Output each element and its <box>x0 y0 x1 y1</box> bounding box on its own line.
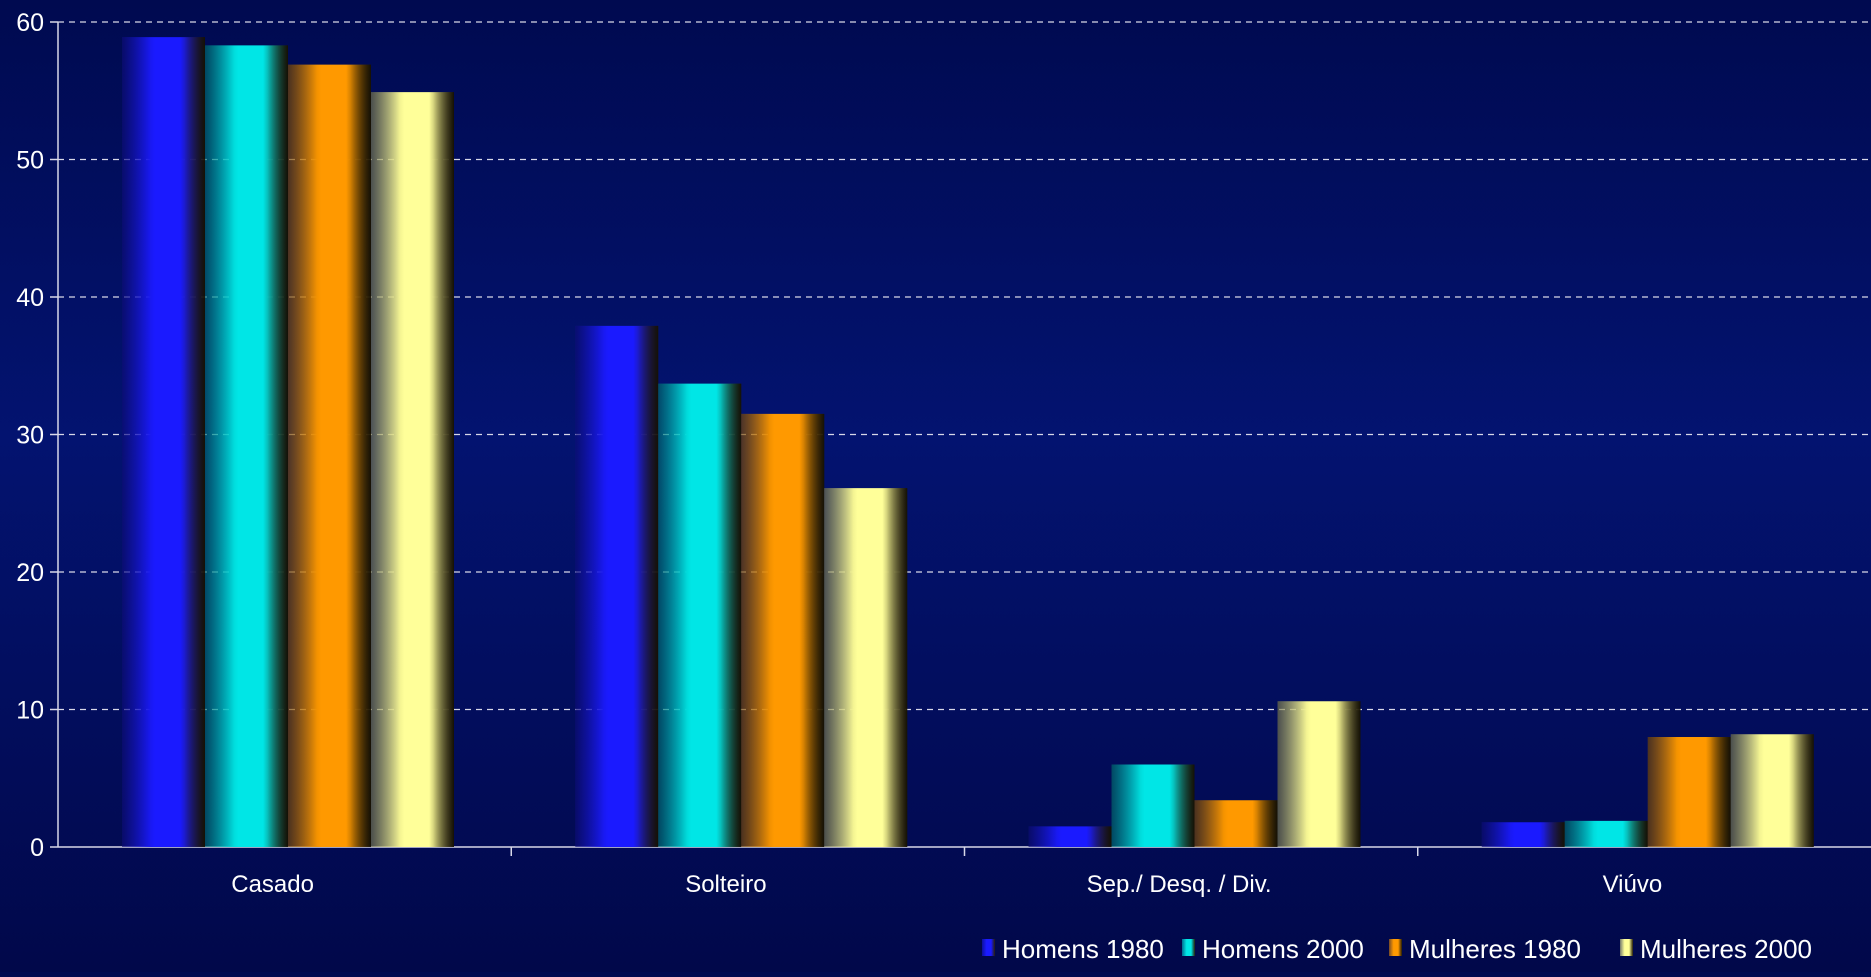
bar-shading <box>1194 800 1278 847</box>
bars <box>122 37 1814 847</box>
y-tick-label: 0 <box>30 834 44 862</box>
y-tick-label: 50 <box>16 147 44 175</box>
legend: Homens 1980 Homens 2000 Mulheres 1980 Mulhe… <box>982 934 1812 964</box>
y-tick-label: 30 <box>16 422 44 450</box>
y-tick-label: 60 <box>16 9 44 37</box>
bar-shading <box>288 64 371 847</box>
bar-shading <box>1730 734 1814 847</box>
bar-shading <box>205 45 288 847</box>
bar-shading <box>1111 764 1195 847</box>
bar-shading <box>122 37 205 847</box>
bar-shading <box>741 413 825 847</box>
legend-swatch <box>1182 939 1195 956</box>
x-category-label: Viúvo <box>1603 871 1663 898</box>
bar-shading <box>1647 737 1731 847</box>
bar-shading <box>1481 822 1565 847</box>
bar-shading <box>575 325 659 847</box>
bar-shading <box>824 488 908 847</box>
x-category-label: Sep./ Desq. / Div. <box>1087 871 1272 898</box>
legend-label: Mulheres 2000 <box>1640 934 1812 964</box>
legend-label: Mulheres 1980 <box>1409 934 1581 964</box>
bar-shading <box>371 92 454 847</box>
legend-label: Homens 1980 <box>1002 934 1164 964</box>
y-tick-label: 10 <box>16 697 44 725</box>
bar-shading <box>1277 701 1361 847</box>
labels: 0 10 20 30 40 50 60 Casado Solteiro Sep./ Desq. /… <box>16 9 1662 898</box>
bar-shading <box>658 383 742 847</box>
legend-swatch <box>1620 939 1633 956</box>
y-tick-label: 20 <box>16 559 44 587</box>
legend-label: Homens 2000 <box>1202 934 1364 964</box>
y-tick-label: 40 <box>16 284 44 312</box>
x-category-label: Casado <box>231 871 314 898</box>
bar-shading <box>1564 820 1648 847</box>
bar-shading <box>1028 826 1112 847</box>
legend-swatch <box>982 939 995 956</box>
legend-swatch <box>1389 939 1402 956</box>
x-category-label: Solteiro <box>685 871 766 898</box>
